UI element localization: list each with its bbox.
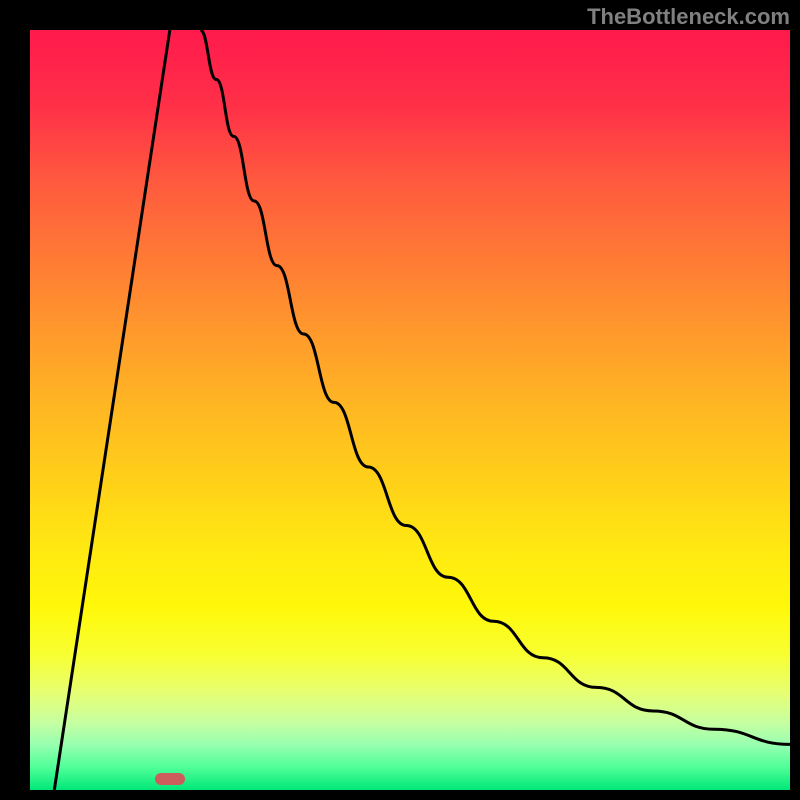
plot-area (30, 30, 790, 790)
bottleneck-curves (30, 30, 790, 790)
descending-line (54, 30, 170, 790)
ascending-curve (200, 30, 790, 744)
optimal-marker (155, 773, 185, 785)
chart-container: TheBottleneck.com (0, 0, 800, 800)
watermark-text: TheBottleneck.com (587, 4, 790, 30)
